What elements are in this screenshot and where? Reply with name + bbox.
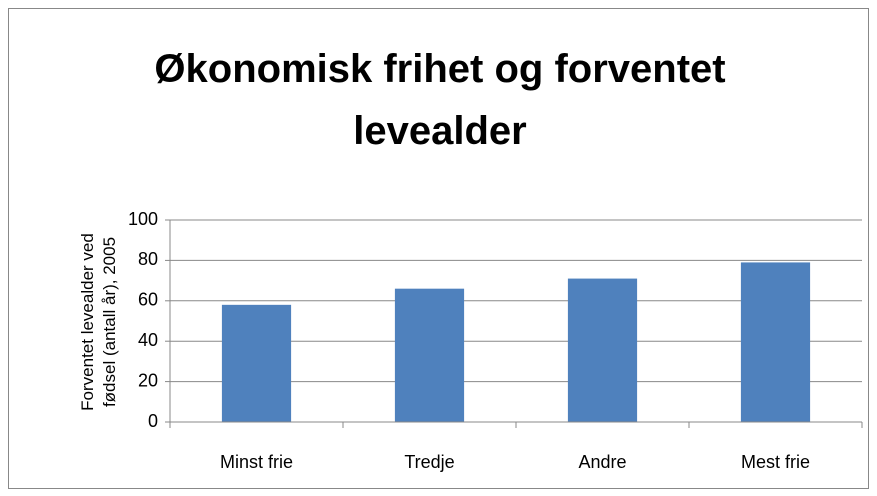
bar — [394, 288, 465, 422]
chart-border — [8, 8, 869, 489]
y-tick-label: 60 — [138, 290, 158, 310]
bar — [221, 304, 292, 422]
chart-title: Økonomisk frihet og forventet levealder — [154, 47, 726, 153]
y-tick-label: 100 — [128, 209, 158, 229]
y-tick-label: 20 — [138, 370, 158, 390]
bar — [567, 278, 638, 422]
x-tick-label: Mest frie — [741, 452, 810, 472]
bar — [740, 262, 811, 422]
y-axis-label: Forventet levealder ved fødsel (antall å… — [78, 233, 119, 411]
x-tick-label: Tredje — [404, 452, 454, 472]
y-tick-label: 40 — [138, 330, 158, 350]
y-tick-label: 0 — [148, 411, 158, 431]
y-tick-label: 80 — [138, 249, 158, 269]
x-tick-label: Minst frie — [220, 452, 293, 472]
x-tick-label: Andre — [578, 452, 626, 472]
